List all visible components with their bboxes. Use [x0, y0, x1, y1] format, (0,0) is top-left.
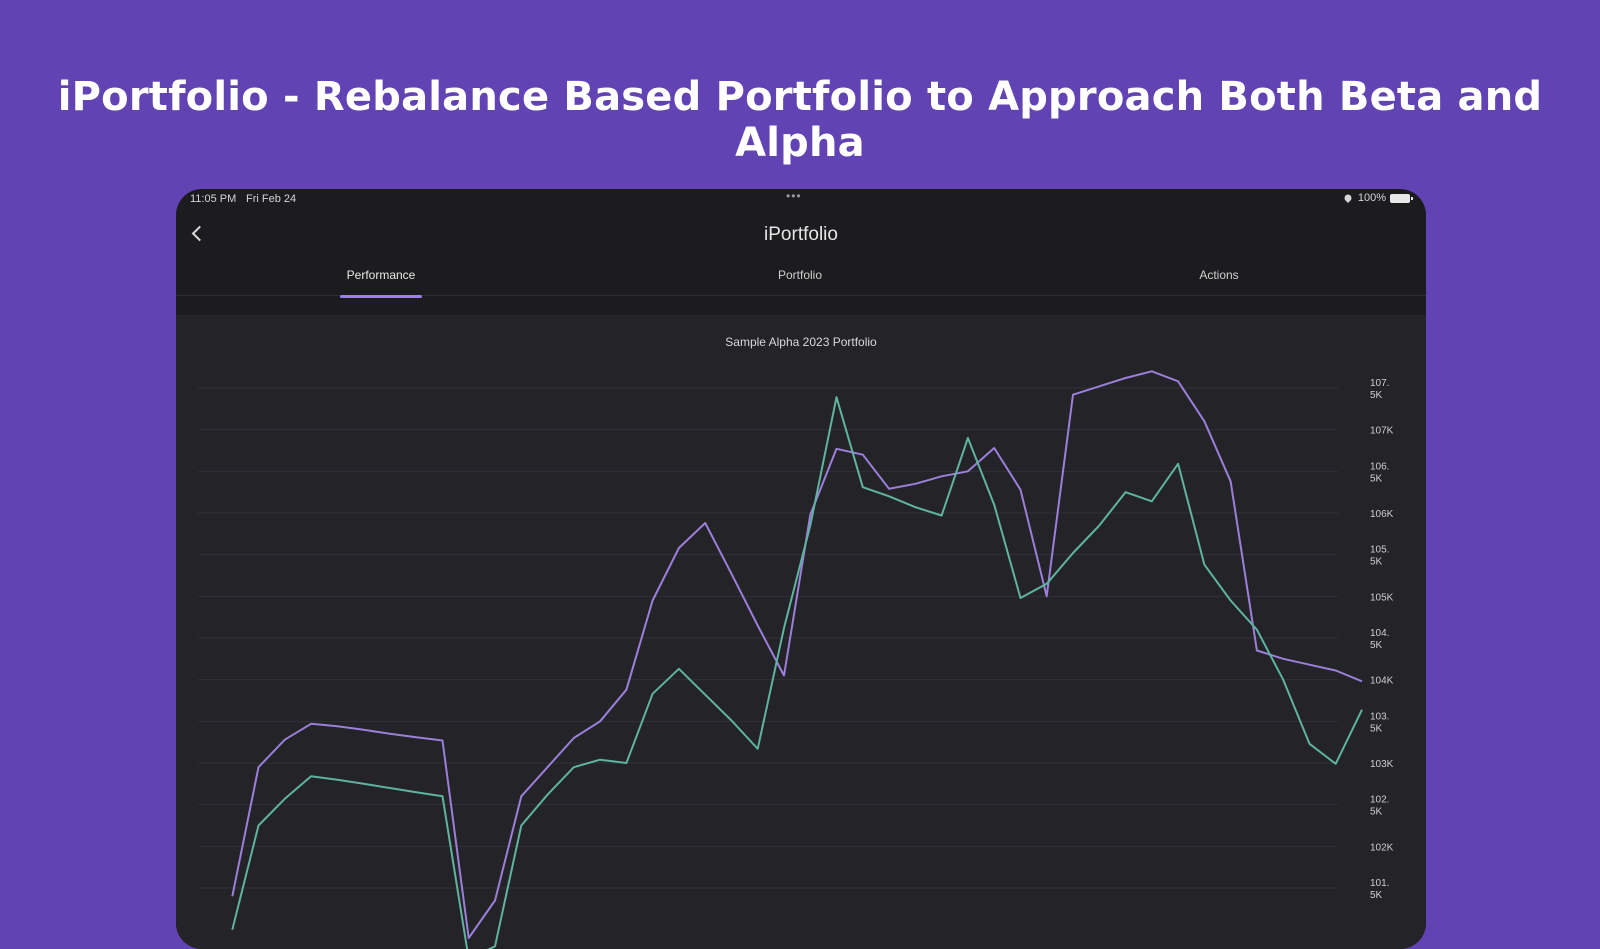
- tab-bar: Performance Portfolio Actions: [176, 257, 1426, 298]
- status-indicators: 100%: [1342, 192, 1413, 204]
- page-title: iPortfolio: [764, 224, 838, 245]
- promo-title: iPortfolio - Rebalance Based Portfolio t…: [57, 74, 1543, 166]
- y-tick-label: 104. 5K: [1370, 628, 1389, 651]
- chart-title: Sample Alpha 2023 Portfolio: [725, 335, 877, 349]
- series-line-2: [231, 396, 1363, 949]
- status-time: 11:05 PM: [190, 193, 237, 205]
- tablet-screen: 11:05 PM Fri Feb 24 ••• 100% iPortfolio …: [176, 189, 1426, 949]
- y-tick-label: 102. 5K: [1370, 795, 1389, 818]
- performance-line-chart: 107. 5K 107K 106. 5K 106K 105. 5K 105K 104. 5K 104K…: [198, 370, 1394, 949]
- active-tab-indicator: [340, 295, 422, 298]
- chart-panel: [176, 315, 1426, 949]
- battery-icon: [1390, 193, 1413, 203]
- y-tick-label: 105K: [1370, 592, 1394, 603]
- tab-performance[interactable]: Performance: [346, 268, 416, 282]
- y-tick-label: 106. 5K: [1370, 461, 1389, 484]
- y-tick-label: 104K: [1370, 676, 1394, 687]
- y-tick-label: 107K: [1370, 426, 1394, 437]
- status-date: Fri Feb 24: [246, 193, 297, 205]
- tab-portfolio[interactable]: Portfolio: [777, 268, 823, 282]
- y-tick-label: 103K: [1370, 759, 1394, 770]
- y-tick-label: 107. 5K: [1370, 378, 1389, 401]
- tab-actions[interactable]: Actions: [1199, 268, 1239, 282]
- y-tick-label: 103. 5K: [1370, 711, 1389, 734]
- status-bar: 11:05 PM Fri Feb 24 ••• 100%: [176, 189, 1426, 211]
- series-line-1: [231, 370, 1363, 939]
- multitasking-dots-icon[interactable]: •••: [786, 189, 802, 203]
- navigation-bar: iPortfolio: [176, 211, 1426, 257]
- y-tick-label: 101. 5K: [1370, 878, 1389, 901]
- y-tick-label: 102K: [1370, 842, 1394, 853]
- battery-percent: 100%: [1357, 192, 1386, 204]
- y-tick-label: 106K: [1370, 509, 1394, 520]
- y-tick-label: 105. 5K: [1370, 545, 1389, 568]
